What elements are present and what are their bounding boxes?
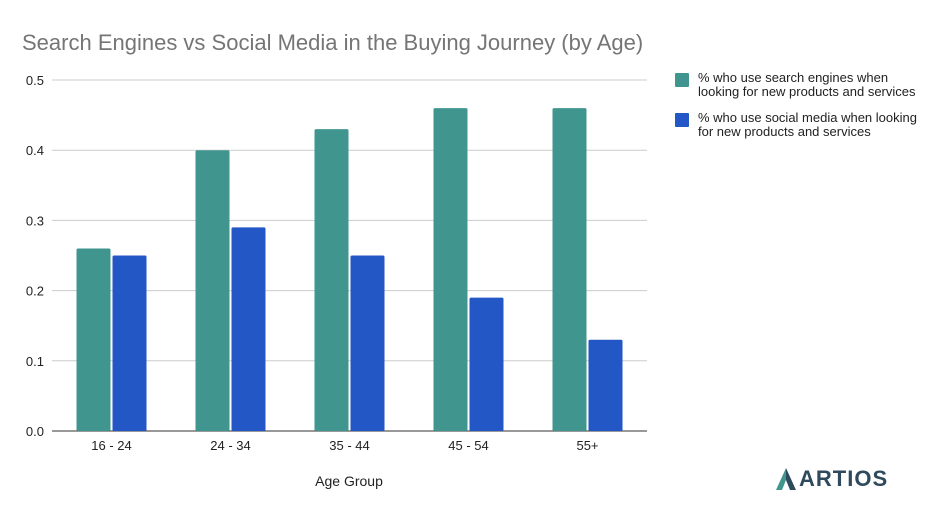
- legend-item-social-media: % who use social media when looking for …: [675, 111, 925, 139]
- x-tick-label: 55+: [576, 438, 598, 453]
- bar-social-media-2: [350, 255, 385, 431]
- y-tick-label: 0.1: [26, 354, 44, 369]
- legend-label-social-media: % who use social media when looking for …: [698, 110, 917, 139]
- legend-label-search-engines: % who use search engines when looking fo…: [698, 70, 916, 99]
- legend-swatch-search-engines: [675, 73, 689, 87]
- y-tick-label: 0.3: [26, 213, 44, 228]
- bar-search-engines-1: [195, 150, 230, 431]
- y-tick-label: 0.5: [26, 73, 44, 88]
- bar-social-media-3: [469, 297, 504, 431]
- bar-search-engines-3: [433, 108, 468, 431]
- legend-swatch-social-media: [675, 113, 689, 127]
- legend: % who use search engines when looking fo…: [675, 71, 925, 151]
- bar-social-media-4: [588, 339, 623, 431]
- x-tick-label: 35 - 44: [329, 438, 369, 453]
- legend-item-search-engines: % who use search engines when looking fo…: [675, 71, 925, 99]
- bar-search-engines-4: [552, 108, 587, 431]
- bar-search-engines-2: [314, 129, 349, 431]
- gridlines: [52, 79, 647, 432]
- bar-social-media-1: [231, 227, 266, 431]
- y-tick-label: 0.2: [26, 284, 44, 299]
- x-tick-label: 24 - 34: [210, 438, 250, 453]
- artios-logo-wordmark: ARTIOS: [799, 466, 889, 491]
- y-axis-ticks: 0.0 0.1 0.2 0.3 0.4 0.5: [26, 73, 44, 439]
- bars: [76, 108, 623, 431]
- x-tick-label: 45 - 54: [448, 438, 488, 453]
- x-axis-title: Age Group: [315, 473, 383, 489]
- chart-title: Search Engines vs Social Media in the Bu…: [22, 30, 644, 55]
- x-tick-label: 16 - 24: [91, 438, 131, 453]
- x-axis-ticks: 16 - 24 24 - 34 35 - 44 45 - 54 55+: [91, 438, 598, 453]
- bar-social-media-0: [112, 255, 147, 431]
- y-tick-label: 0.4: [26, 143, 44, 158]
- artios-logo-mark-icon: [776, 468, 796, 490]
- y-tick-label: 0.0: [26, 424, 44, 439]
- artios-logo: ARTIOS: [776, 466, 888, 492]
- bar-search-engines-0: [76, 248, 111, 431]
